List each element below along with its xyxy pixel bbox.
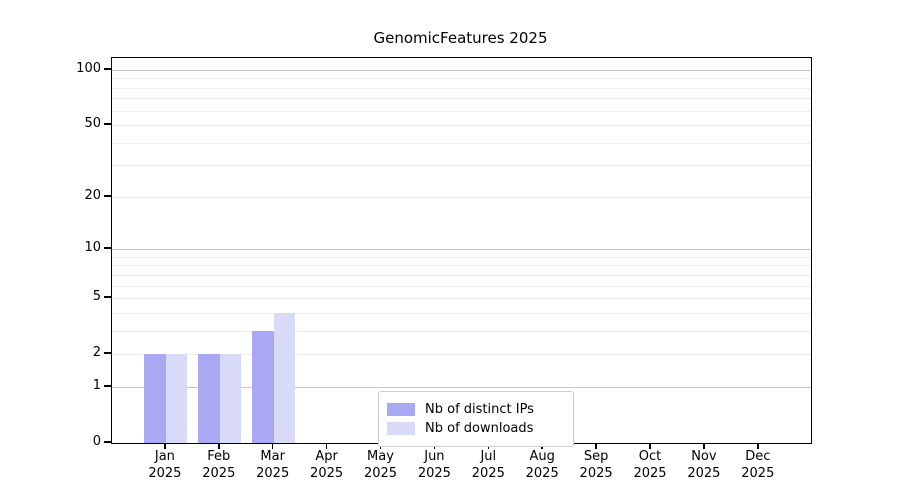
x-axis-tick-label: May 2025 (363, 449, 398, 481)
y-tick-mark (104, 247, 111, 249)
x-axis-tick-label: Nov 2025 (687, 449, 721, 481)
gridline-minor (112, 256, 811, 258)
y-axis-tick-label: 0 (92, 434, 101, 449)
gridline-minor (112, 87, 811, 89)
x-axis-tick-label: Mar 2025 (256, 449, 290, 481)
gridline-minor (112, 274, 811, 276)
bar-distinct-ips (198, 354, 220, 443)
x-tick-mark (218, 443, 220, 449)
x-axis-tick-label: Jan 2025 (148, 449, 182, 481)
bar-distinct-ips (252, 330, 274, 443)
gridline-minor (112, 98, 811, 100)
x-tick-mark (649, 443, 651, 449)
gridline-minor (112, 330, 811, 332)
gridline-minor (112, 142, 811, 144)
x-tick-mark (595, 443, 597, 449)
x-tick-mark (271, 443, 274, 449)
gridline-major (112, 386, 811, 388)
x-axis-tick-label: Apr 2025 (310, 449, 344, 481)
y-tick-mark (104, 441, 111, 443)
y-tick-mark (104, 195, 111, 197)
gridline-minor (112, 165, 811, 167)
x-axis-tick-label: Dec 2025 (741, 449, 775, 481)
y-axis-tick-label: 50 (84, 116, 101, 132)
bar-downloads (219, 354, 242, 443)
gridline-minor (112, 196, 811, 198)
y-tick-mark (104, 385, 111, 387)
y-axis-tick-label: 1 (92, 377, 101, 393)
plot-area (111, 57, 812, 444)
gridline-minor (112, 125, 811, 127)
gridline-minor (112, 265, 811, 267)
legend-item-downloads: Nb of downloads (387, 420, 563, 437)
x-tick-mark (325, 443, 328, 449)
bar-distinct-ips (144, 354, 166, 443)
x-axis-tick-label: Sep 2025 (579, 449, 613, 481)
gridline-minor (112, 285, 811, 287)
gridline-minor (112, 298, 811, 300)
y-axis-tick-label: 2 (92, 345, 101, 361)
y-tick-mark (104, 352, 111, 354)
x-tick-mark (703, 443, 705, 449)
y-tick-mark (104, 123, 111, 125)
bar-downloads (273, 312, 296, 443)
x-axis-tick-label: Aug 2025 (525, 449, 559, 481)
x-tick-mark (757, 443, 759, 449)
x-tick-mark (164, 443, 166, 449)
gridline-minor (112, 312, 811, 314)
y-axis-tick-label: 10 (84, 240, 101, 256)
legend-swatch-downloads (387, 422, 415, 435)
y-axis-tick-label: 20 (84, 187, 101, 203)
legend-item-distinct-ips: Nb of distinct IPs (387, 401, 563, 418)
legend-label-downloads: Nb of downloads (425, 421, 534, 436)
y-tick-mark (104, 68, 111, 70)
gridline-minor (112, 354, 811, 356)
legend-label-distinct-ips: Nb of distinct IPs (425, 402, 534, 417)
x-axis-tick-label: Jun 2025 (417, 449, 451, 481)
gridline-major (112, 69, 811, 71)
x-axis-tick-label: Jul 2025 (471, 449, 505, 481)
gridline-minor (112, 110, 811, 112)
gridline-major (112, 249, 811, 251)
y-tick-mark (104, 296, 111, 298)
x-axis-tick-label: Feb 2025 (202, 449, 236, 481)
legend-swatch-distinct-ips (387, 403, 415, 416)
chart-title: GenomicFeatures 2025 (373, 29, 548, 47)
x-axis-tick-label: Oct 2025 (633, 449, 667, 481)
y-axis-tick-label: 5 (92, 289, 101, 305)
bar-downloads (165, 354, 188, 443)
gridline-minor (112, 78, 811, 80)
y-axis-tick-label: 100 (76, 60, 101, 76)
legend: Nb of distinct IPs Nb of downloads (378, 391, 574, 447)
